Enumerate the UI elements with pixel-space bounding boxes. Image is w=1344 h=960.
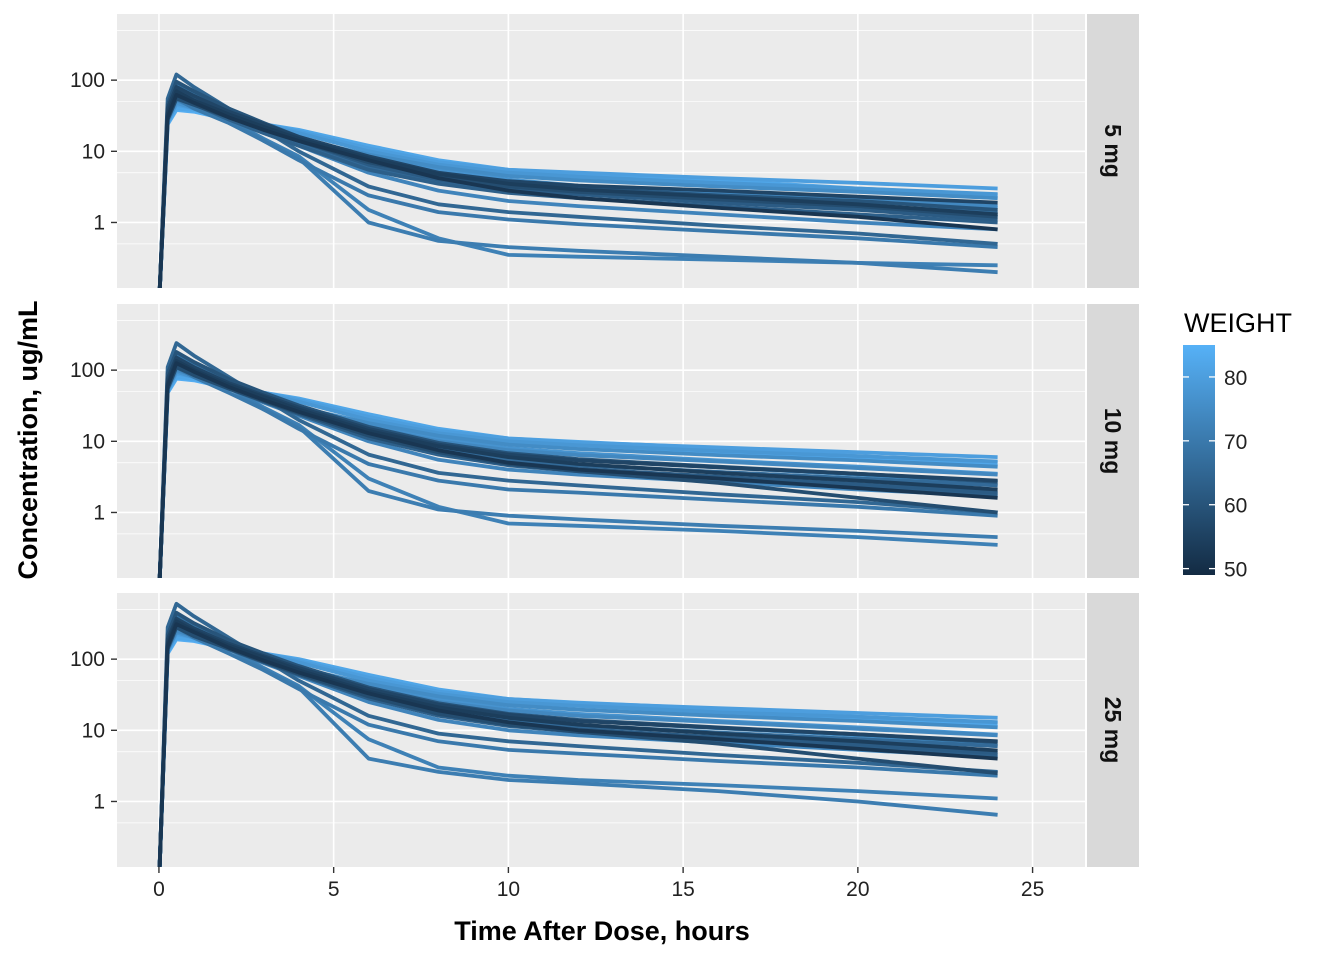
series-line (157, 93, 998, 288)
series-line (157, 601, 998, 867)
series-line (157, 625, 998, 867)
facet-panel: 1 10 100 5 mg (70, 14, 1139, 288)
facet-strip-label: 5 mg (1100, 124, 1126, 178)
facet-strip-label: 10 mg (1100, 408, 1126, 474)
y-tick-label: 100 (70, 648, 105, 671)
facet-panel: 1 10 100 10 mg (70, 304, 1139, 578)
y-axis-title: Concentration, ug/mL (13, 301, 43, 580)
facet-strip (1087, 304, 1139, 578)
series-line (157, 361, 998, 578)
series-line (157, 341, 998, 578)
color-legend: WEIGHT 50 60 70 80 (1183, 308, 1292, 582)
colorbar (1183, 345, 1215, 575)
x-tick-label: 0 (153, 878, 165, 901)
colorbar-tick-label: 80 (1224, 367, 1247, 390)
y-tick-label: 1 (93, 211, 105, 234)
series-line (157, 359, 998, 578)
x-tick-label: 20 (846, 878, 869, 901)
series-line (157, 106, 998, 288)
x-tick-label: 10 (497, 878, 520, 901)
series-line (157, 622, 998, 867)
series-line (157, 619, 998, 867)
series-line (157, 89, 998, 288)
facet-panel: 1 10 100 25 mg (70, 593, 1139, 867)
series-lines (157, 72, 998, 288)
x-axis: 0 5 10 15 20 25 (153, 867, 1044, 901)
series-line (157, 355, 998, 578)
colorbar-tick-label: 60 (1224, 495, 1247, 518)
x-axis-title: Time After Dose, hours (454, 916, 750, 946)
y-tick-label: 1 (93, 501, 105, 524)
colorbar-tick-label: 50 (1224, 559, 1247, 582)
facet-strip (1087, 593, 1139, 867)
series-line (157, 72, 998, 288)
legend-title: WEIGHT (1184, 308, 1292, 338)
series-line (157, 616, 998, 867)
facet-strip-label: 25 mg (1100, 697, 1126, 763)
y-tick-label: 10 (82, 430, 105, 453)
series-lines (157, 341, 998, 578)
y-tick-label: 1 (93, 790, 105, 813)
y-tick-label: 10 (82, 719, 105, 742)
y-tick-label: 100 (70, 359, 105, 382)
y-tick-label: 10 (82, 140, 105, 163)
y-tick-label: 100 (70, 69, 105, 92)
facet-strip (1087, 14, 1139, 288)
colorbar-tick-label: 70 (1224, 431, 1247, 454)
x-tick-label: 25 (1021, 878, 1044, 901)
x-tick-label: 5 (328, 878, 340, 901)
facet-panels: 1 10 100 5 mg 1 10 100 10 mg 1 10 100 25 mg (70, 14, 1139, 867)
x-tick-label: 15 (671, 878, 694, 901)
series-lines (157, 601, 998, 867)
